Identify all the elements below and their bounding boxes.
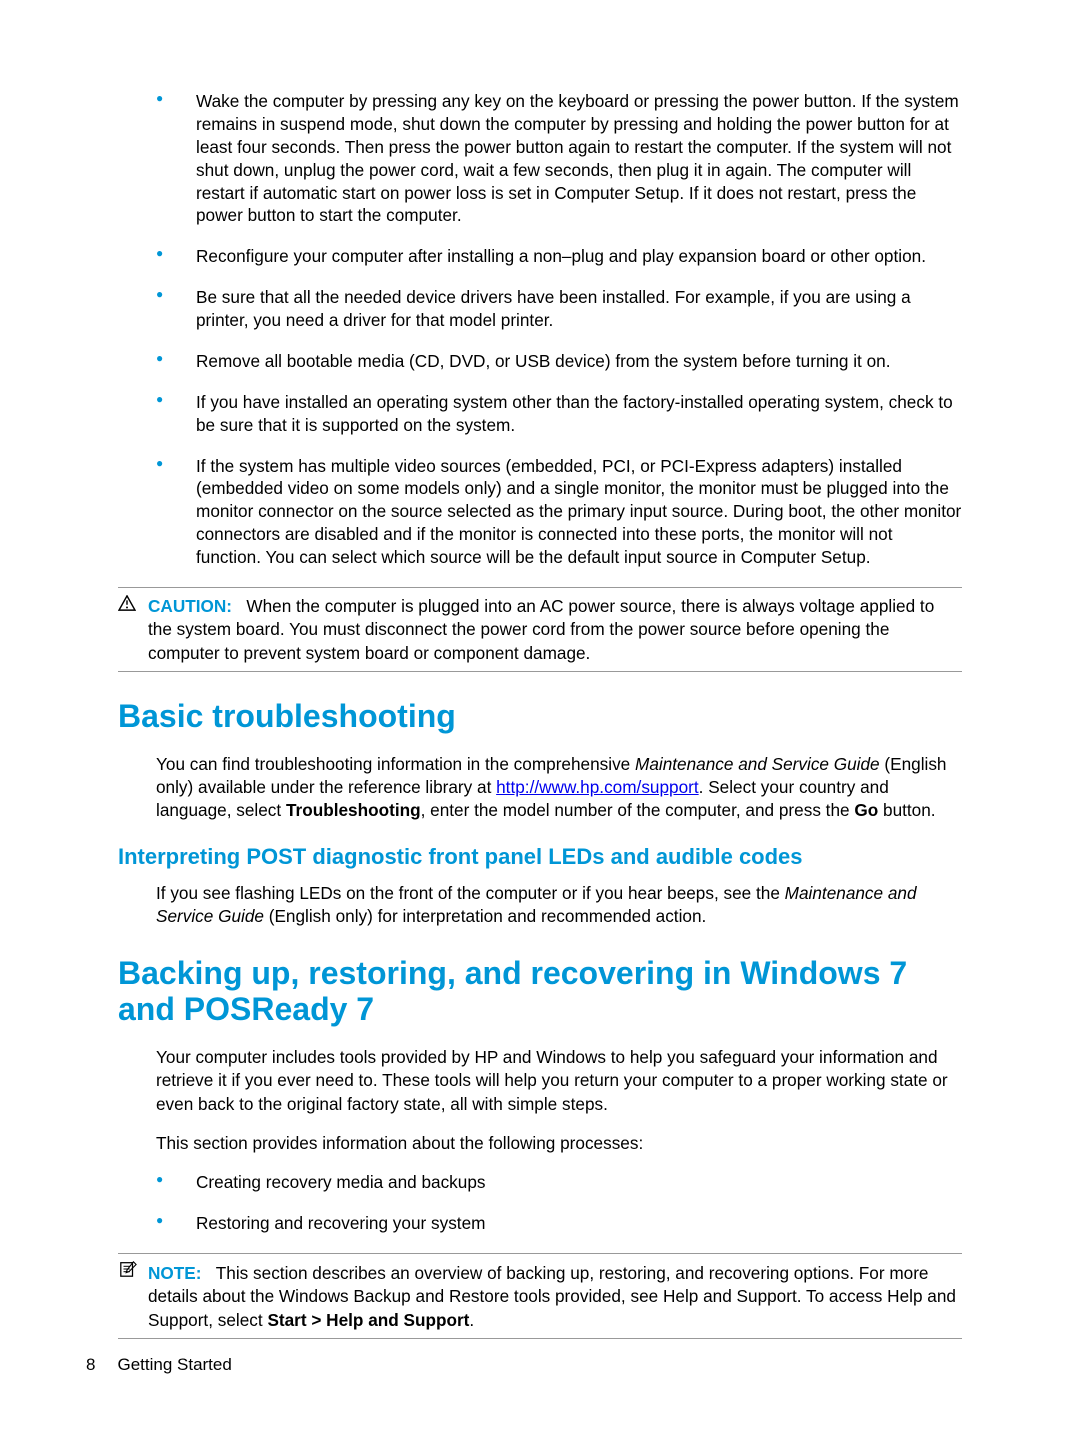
bold-troubleshooting: Troubleshooting: [286, 800, 421, 820]
list-item: Be sure that all the needed device drive…: [156, 286, 962, 332]
processes-list: Creating recovery media and backups Rest…: [156, 1171, 962, 1235]
list-item: Wake the computer by pressing any key on…: [156, 90, 962, 227]
text-fragment: button.: [878, 800, 935, 820]
list-item-text: Reconfigure your computer after installi…: [196, 246, 926, 266]
doc-title-italic: Maintenance and Service Guide: [635, 754, 880, 774]
list-item: Creating recovery media and backups: [156, 1171, 962, 1194]
note-label: NOTE:: [148, 1263, 201, 1283]
note-text-post: .: [469, 1310, 474, 1330]
list-item-text: Be sure that all the needed device drive…: [196, 287, 911, 330]
text-fragment: (English only) for interpretation and re…: [264, 906, 706, 926]
caution-callout: CAUTION: When the computer is plugged in…: [118, 587, 962, 672]
caution-label: CAUTION:: [148, 596, 232, 616]
text-fragment: You can find troubleshooting information…: [156, 754, 635, 774]
note-callout: NOTE: This section describes an overview…: [118, 1253, 962, 1339]
page-footer: 8 Getting Started: [86, 1355, 232, 1375]
note-body: NOTE: This section describes an overview…: [118, 1262, 962, 1332]
section-heading-backup-restore: Backing up, restoring, and recovering in…: [118, 955, 962, 1029]
list-item-text: If you have installed an operating syste…: [196, 392, 953, 435]
page-number: 8: [86, 1355, 95, 1375]
list-item-text: If the system has multiple video sources…: [196, 456, 961, 568]
list-item-text: Remove all bootable media (CD, DVD, or U…: [196, 351, 890, 371]
post-diagnostic-paragraph: If you see flashing LEDs on the front of…: [156, 882, 962, 928]
list-item: If you have installed an operating syste…: [156, 391, 962, 437]
section-heading-basic-troubleshooting: Basic troubleshooting: [118, 698, 962, 735]
backup-paragraph-1: Your computer includes tools provided by…: [156, 1046, 962, 1116]
caution-text: When the computer is plugged into an AC …: [148, 596, 934, 662]
list-item-text: Wake the computer by pressing any key on…: [196, 91, 959, 225]
caution-icon: [118, 594, 146, 617]
tips-list: Wake the computer by pressing any key on…: [156, 90, 962, 569]
note-bold-path: Start > Help and Support: [267, 1310, 469, 1330]
chapter-name: Getting Started: [117, 1355, 231, 1374]
list-item-text: Creating recovery media and backups: [196, 1172, 485, 1192]
support-link[interactable]: http://www.hp.com/support: [496, 777, 699, 797]
backup-paragraph-2: This section provides information about …: [156, 1132, 962, 1155]
bold-go: Go: [854, 800, 878, 820]
troubleshooting-paragraph: You can find troubleshooting information…: [156, 753, 962, 823]
document-page: Wake the computer by pressing any key on…: [0, 0, 1080, 1437]
caution-body: CAUTION: When the computer is plugged in…: [118, 595, 962, 665]
list-item-text: Restoring and recovering your system: [196, 1213, 485, 1233]
list-item: Restoring and recovering your system: [156, 1212, 962, 1235]
list-item: Reconfigure your computer after installi…: [156, 245, 962, 268]
subsection-heading-post-diagnostic: Interpreting POST diagnostic front panel…: [118, 844, 962, 870]
text-fragment: , enter the model number of the computer…: [421, 800, 855, 820]
note-icon: [118, 1260, 146, 1284]
list-item: If the system has multiple video sources…: [156, 455, 962, 569]
list-item: Remove all bootable media (CD, DVD, or U…: [156, 350, 962, 373]
text-fragment: If you see flashing LEDs on the front of…: [156, 883, 785, 903]
